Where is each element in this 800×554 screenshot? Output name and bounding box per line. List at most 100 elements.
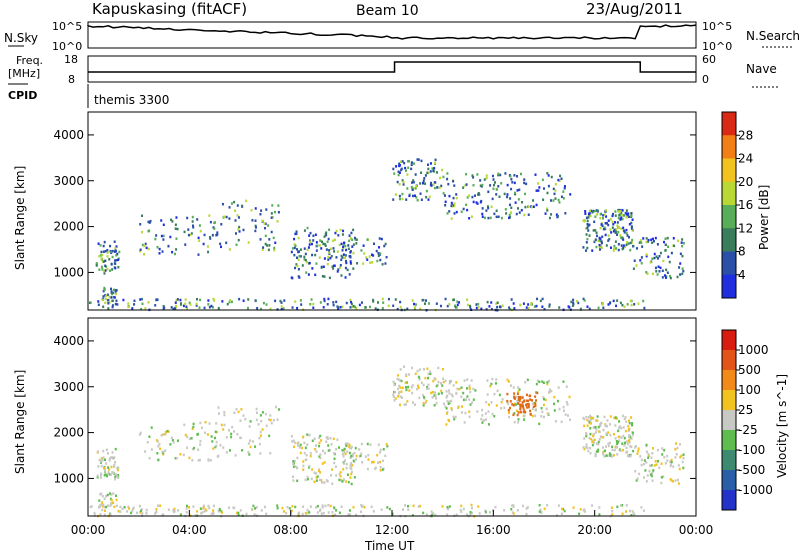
echo-pixel: [100, 461, 103, 464]
echo-pixel: [621, 503, 624, 507]
echo-pixel: [674, 456, 677, 459]
echo-pixel: [379, 252, 382, 255]
echo-pixel: [563, 409, 566, 413]
echo-pixel: [214, 436, 217, 440]
echo-pixel: [596, 415, 599, 418]
echo-pixel: [186, 216, 189, 220]
echo-pixel: [115, 254, 118, 257]
echo-pixel: [557, 504, 560, 507]
echo-pixel: [670, 458, 673, 462]
echo-pixel: [167, 244, 170, 248]
echo-pixel: [605, 244, 608, 247]
echo-pixel: [293, 459, 296, 463]
echo-pixel: [465, 513, 468, 516]
echo-pixel: [324, 232, 327, 236]
echo-pixel: [255, 407, 258, 411]
echo-pixel: [656, 273, 659, 276]
echo-pixel: [327, 297, 330, 301]
time-axis: 00:00 04:00 08:00 12:00 16:00 20:00 00:00: [71, 510, 713, 537]
echo-pixel: [524, 192, 527, 196]
echo-pixel: [392, 380, 395, 384]
echo-pixel: [621, 236, 624, 240]
echo-pixel: [417, 384, 420, 388]
echo-pixel: [141, 512, 144, 515]
echo-pixel: [110, 493, 113, 496]
echo-pixel: [319, 471, 322, 474]
echo-pixel: [653, 256, 656, 260]
echo-pixel: [518, 211, 521, 214]
echo-pixel: [420, 381, 423, 385]
echo-pixel: [516, 509, 519, 512]
colorbar-swatch: [722, 410, 736, 431]
echo-pixel: [367, 453, 370, 457]
echo-pixel: [217, 412, 220, 415]
echo-pixel: [103, 509, 106, 513]
echo-pixel: [99, 476, 102, 479]
echo-pixel: [317, 469, 320, 473]
echo-pixel: [617, 208, 620, 212]
echo-pixel: [579, 508, 582, 511]
echo-pixel: [397, 387, 400, 391]
echo-pixel: [476, 202, 479, 205]
echo-pixel: [618, 420, 621, 423]
echo-pixel: [302, 505, 305, 509]
echo-pixel: [665, 275, 668, 278]
echo-pixel: [454, 304, 457, 308]
echo-pixel: [642, 299, 645, 303]
echo-pixel: [603, 455, 606, 458]
echo-pixel: [640, 506, 643, 509]
echo-pixel: [670, 251, 673, 255]
echo-pixel: [117, 466, 120, 470]
echo-pixel: [179, 298, 182, 302]
echo-pixel: [516, 175, 519, 178]
echo-pixel: [560, 195, 563, 199]
echo-pixel: [466, 196, 469, 199]
echo-pixel: [651, 237, 654, 241]
echo-pixel: [232, 430, 235, 433]
echo-pixel: [484, 412, 487, 415]
echo-pixel: [215, 440, 218, 444]
echo-pixel: [625, 212, 628, 216]
echo-pixel: [382, 301, 385, 304]
echo-pixel: [398, 379, 401, 382]
echo-pixel: [388, 507, 391, 511]
echo-pixel: [513, 174, 516, 177]
echo-pixel: [651, 241, 654, 245]
echo-pixel: [592, 229, 595, 232]
echo-pixel: [440, 391, 443, 395]
echo-pixel: [483, 178, 486, 181]
echo-pixel: [314, 233, 317, 237]
echo-pixel: [491, 377, 494, 381]
echo-pixel: [138, 504, 141, 508]
echo-pixel: [495, 404, 498, 407]
echo-pixel: [318, 455, 321, 458]
echo-pixel: [652, 469, 655, 472]
echo-pixel: [497, 215, 500, 219]
echo-pixel: [466, 395, 469, 398]
echo-pixel: [160, 234, 163, 238]
echo-pixel: [216, 231, 219, 234]
echo-pixel: [113, 240, 116, 243]
nsearch-tick-top: 10^5: [702, 20, 732, 33]
echo-pixel: [407, 508, 410, 511]
echo-pixel: [424, 376, 427, 380]
echo-pixel: [341, 480, 344, 483]
echo-pixel: [113, 259, 116, 262]
echo-pixel: [541, 380, 544, 383]
echo-pixel: [605, 432, 608, 435]
echo-pixel: [298, 446, 301, 449]
echo-pixel: [517, 402, 520, 405]
echo-pixel: [522, 407, 525, 410]
echo-pixel: [621, 247, 624, 251]
echo-pixel: [527, 405, 530, 409]
echo-pixel: [223, 423, 226, 427]
x-tick-label: 16:00: [476, 523, 511, 537]
echo-pixel: [199, 507, 202, 510]
echo-pixel: [340, 274, 343, 277]
echo-pixel: [620, 227, 623, 230]
echo-pixel: [507, 380, 510, 383]
echo-pixel: [590, 437, 593, 441]
echo-pixel: [625, 446, 628, 450]
echo-pixel: [110, 290, 113, 293]
echo-pixel: [212, 447, 215, 450]
